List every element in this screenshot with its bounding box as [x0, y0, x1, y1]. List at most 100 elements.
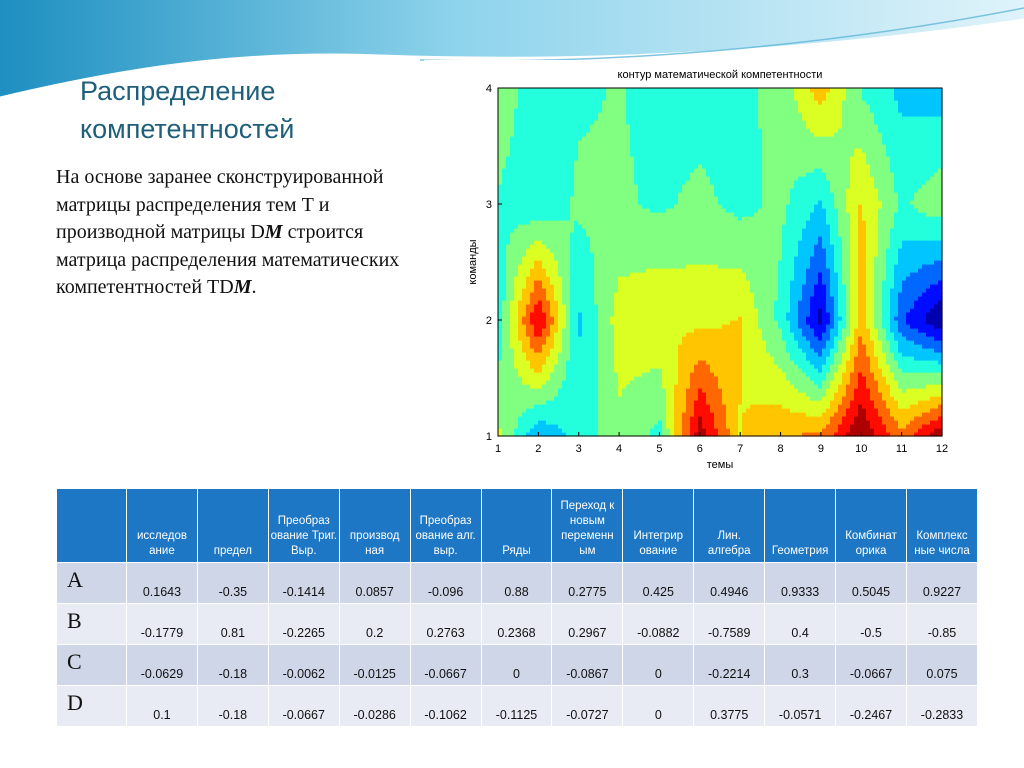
contour-cell	[554, 392, 559, 397]
contour-cell	[670, 204, 675, 209]
contour-cell	[614, 340, 619, 345]
contour-cell	[630, 144, 635, 149]
contour-cell	[530, 192, 535, 197]
contour-cell	[566, 192, 571, 197]
contour-cell	[666, 196, 671, 201]
contour-cell	[618, 352, 623, 357]
contour-cell	[646, 408, 651, 413]
contour-cell	[678, 292, 683, 297]
contour-cell	[502, 156, 507, 161]
contour-cell	[534, 328, 539, 333]
contour-cell	[710, 384, 715, 389]
contour-cell	[650, 284, 655, 289]
contour-cell	[550, 416, 555, 421]
contour-cell	[598, 208, 603, 213]
contour-cell	[634, 356, 639, 361]
contour-cell	[626, 368, 631, 373]
contour-cell	[570, 404, 575, 409]
contour-cell	[690, 224, 695, 229]
contour-cell	[630, 368, 635, 373]
contour-cell	[562, 384, 567, 389]
contour-cell	[586, 352, 591, 357]
contour-cell	[658, 192, 663, 197]
contour-cell	[674, 100, 679, 105]
contour-cell	[574, 280, 579, 285]
contour-cell	[622, 128, 627, 133]
contour-cell	[526, 132, 531, 137]
contour-cell	[498, 360, 503, 365]
contour-cell	[702, 208, 707, 213]
contour-cell	[654, 244, 659, 249]
contour-cell	[610, 272, 615, 277]
contour-cell	[582, 252, 587, 257]
contour-cell	[682, 416, 687, 421]
contour-cell	[626, 336, 631, 341]
contour-cell	[602, 220, 607, 225]
contour-cell	[670, 176, 675, 181]
contour-cell	[626, 312, 631, 317]
contour-cell	[614, 400, 619, 405]
contour-cell	[638, 96, 643, 101]
contour-cell	[546, 316, 551, 321]
contour-cell	[534, 176, 539, 181]
contour-cell	[598, 292, 603, 297]
contour-cell	[698, 152, 703, 157]
contour-cell	[546, 352, 551, 357]
contour-cell	[594, 376, 599, 381]
contour-cell	[562, 296, 567, 301]
contour-cell	[582, 284, 587, 289]
contour-cell	[662, 424, 667, 429]
contour-cell	[706, 404, 711, 409]
contour-cell	[658, 120, 663, 125]
contour-cell	[718, 172, 723, 177]
contour-cell	[606, 172, 611, 177]
contour-cell	[526, 208, 531, 213]
contour-cell	[498, 160, 503, 165]
contour-cell	[566, 288, 571, 293]
contour-cell	[674, 240, 679, 245]
contour-cell	[662, 312, 667, 317]
contour-cell	[646, 88, 651, 93]
contour-cell	[562, 200, 567, 205]
contour-cell	[514, 220, 519, 225]
contour-cell	[534, 352, 539, 357]
contour-cell	[518, 92, 523, 97]
contour-cell	[558, 296, 563, 301]
contour-cell	[546, 92, 551, 97]
contour-cell	[610, 380, 615, 385]
contour-cell	[546, 108, 551, 113]
contour-cell	[722, 196, 727, 201]
contour-cell	[638, 428, 643, 433]
contour-cell	[714, 328, 719, 333]
contour-cell	[650, 276, 655, 281]
contour-cell	[722, 288, 727, 293]
contour-cell	[714, 380, 719, 385]
contour-cell	[662, 124, 667, 129]
contour-cell	[538, 324, 543, 329]
contour-cell	[498, 128, 503, 133]
contour-cell	[678, 228, 683, 233]
contour-cell	[646, 120, 651, 125]
contour-cell	[654, 116, 659, 121]
contour-cell	[566, 212, 571, 217]
contour-cell	[610, 128, 615, 133]
contour-cell	[598, 164, 603, 169]
contour-cell	[554, 300, 559, 305]
contour-cell	[718, 192, 723, 197]
contour-cell	[622, 212, 627, 217]
contour-cell	[510, 264, 515, 269]
contour-cell	[542, 304, 547, 309]
contour-cell	[646, 332, 651, 337]
contour-cell	[530, 388, 535, 393]
contour-cell	[566, 228, 571, 233]
contour-cell	[562, 248, 567, 253]
contour-cell	[550, 400, 555, 405]
contour-cell	[554, 156, 559, 161]
contour-cell	[566, 388, 571, 393]
contour-cell	[630, 180, 635, 185]
contour-cell	[670, 144, 675, 149]
contour-cell	[714, 332, 719, 337]
contour-fill	[498, 88, 943, 437]
contour-cell	[510, 236, 515, 241]
contour-cell	[718, 124, 723, 129]
